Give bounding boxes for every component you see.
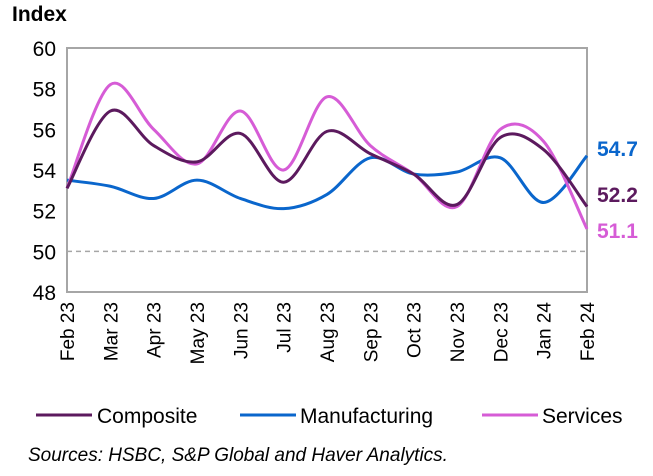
end-label-composite: 52.2: [597, 184, 638, 207]
x-tick-label: Apr 23: [145, 302, 166, 358]
x-tick-label: May 23: [188, 302, 209, 364]
legend-label-services: Services: [542, 405, 623, 428]
legend: Composite Manufacturing Services: [36, 405, 623, 428]
plot-frame: [66, 47, 588, 293]
series-line-manufacturing: [66, 154, 589, 211]
x-tick-label: Sep 23: [361, 302, 382, 362]
y-tick-label: 56: [33, 119, 56, 142]
x-tick-label: Mar 23: [101, 302, 122, 361]
series-line-composite: [65, 108, 589, 208]
y-axis-title: Index: [12, 3, 67, 26]
x-tick-label: Aug 23: [318, 302, 339, 362]
x-tick-label: Feb 23: [58, 302, 79, 361]
source-note: Sources: HSBC, S&P Global and Haver Anal…: [28, 445, 448, 466]
y-tick-label: 58: [33, 79, 56, 102]
y-tick-label: 60: [33, 38, 56, 61]
y-tick-label: 52: [33, 201, 56, 224]
x-tick-label: Jun 23: [231, 302, 252, 359]
x-tick-label: Dec 23: [491, 302, 512, 362]
y-tick-label: 50: [33, 241, 56, 264]
x-tick-label: Feb 24: [578, 302, 599, 362]
legend-label-manufacturing: Manufacturing: [300, 405, 433, 428]
legend-label-composite: Composite: [97, 405, 197, 428]
end-label-manufacturing: 54.7: [597, 138, 638, 161]
x-tick-label: Oct 23: [405, 302, 426, 358]
x-tick-label: Nov 23: [448, 302, 469, 362]
x-tick-label: Jan 24: [535, 302, 556, 359]
x-tick-label: Jul 23: [275, 302, 296, 353]
end-label-services: 51.1: [597, 220, 638, 243]
y-tick-label: 48: [33, 282, 56, 305]
y-tick-label: 54: [33, 160, 57, 183]
series-line-services: [65, 81, 589, 230]
